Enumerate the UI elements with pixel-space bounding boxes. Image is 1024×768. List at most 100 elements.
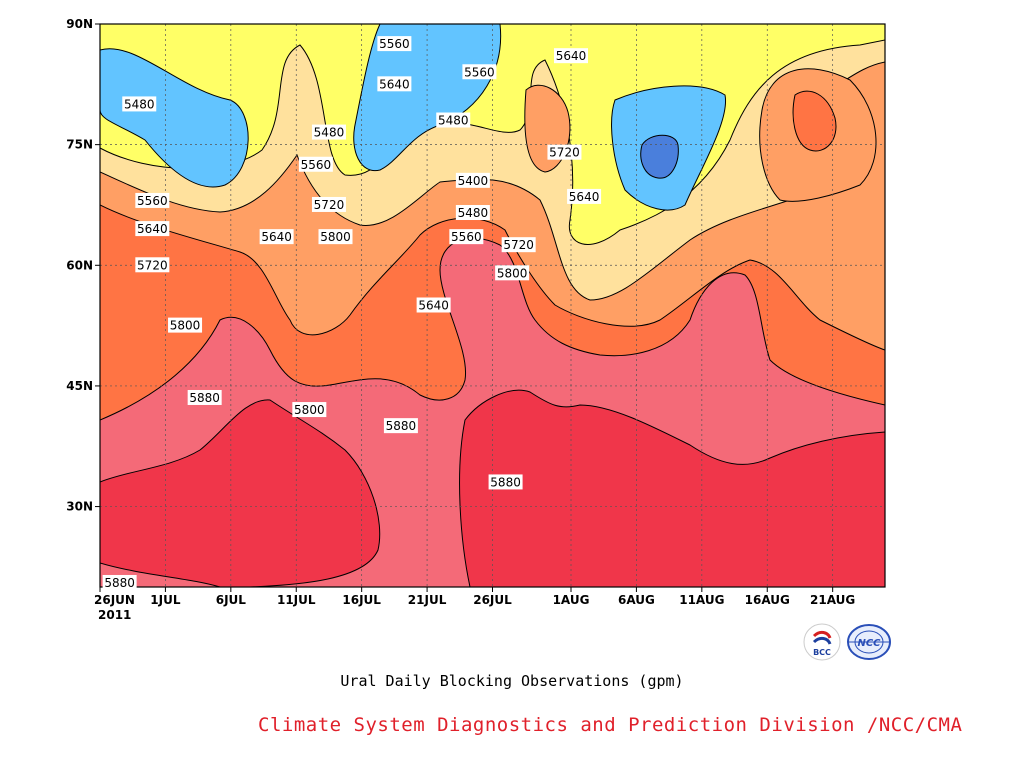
x-tick-label: 21AUG: [810, 593, 855, 607]
contour-label-text: 5480: [438, 114, 469, 128]
contour-label: 5640: [259, 229, 294, 245]
ncc-logo-text: NCC: [857, 638, 881, 649]
contour-label-text: 5400: [458, 174, 489, 188]
contour-label: 5880: [102, 574, 137, 590]
y-axis-ticks: 90N 75N 60N 45N 30N: [66, 17, 100, 514]
y-tick-label: 45N: [66, 379, 93, 393]
contour-label-text: 5560: [301, 158, 332, 172]
contour-label: 5800: [495, 265, 530, 281]
contour-label-box: [495, 265, 530, 281]
contour-label: 5560: [135, 192, 170, 208]
x-tick-label: 26JUL: [473, 593, 512, 607]
fill-5400-mid: [353, 24, 502, 172]
contour-label-text: 5640: [261, 230, 292, 244]
contour-label-box: [292, 402, 327, 418]
contour-label-box: [383, 418, 418, 434]
contour-label-text: 5640: [569, 190, 600, 204]
x-tick-label: 1AUG: [553, 593, 590, 607]
contour-label-text: 5480: [458, 206, 489, 220]
contour-label: 5640: [135, 221, 170, 237]
bcc-logo: BCC: [802, 622, 842, 662]
contour-label: 5800: [292, 402, 327, 418]
contour-label-box: [449, 229, 484, 245]
contour-label-box: [455, 205, 490, 221]
contour-fills: [100, 24, 885, 587]
contour-label: 5560: [449, 229, 484, 245]
x-axis-ticks: 26JUN 1JUL 6JUL 11JUL 16JUL 21JUL 26JUL 1AUG 6AU…: [94, 587, 855, 607]
contour-label: 5480: [311, 124, 346, 140]
contour-label: 5640: [567, 188, 602, 204]
contour-label: 5560: [377, 36, 412, 52]
contour-label-box: [259, 229, 294, 245]
contour-label-text: 5720: [503, 238, 534, 252]
credit-line: Climate System Diagnostics and Predictio…: [258, 714, 963, 736]
contour-label-text: 5720: [314, 198, 345, 212]
contour-label-text: 5800: [497, 266, 528, 280]
contour-label-box: [554, 48, 588, 64]
contour-label-text: 5720: [549, 146, 580, 160]
contour-label-box: [135, 221, 170, 237]
contour-label: 5640: [416, 297, 451, 313]
chart-title: Ural Daily Blocking Observations (gpm): [340, 672, 684, 690]
x-tick-label: 6AUG: [618, 593, 655, 607]
contour-label-box: [377, 76, 412, 92]
contour-label-box: [547, 144, 582, 160]
contour-label-box: [168, 317, 203, 333]
contour-label-box: [311, 124, 346, 140]
x-axis-year-label: 2011: [98, 608, 131, 622]
contour-label-box: [135, 257, 170, 273]
fill-5880-east: [459, 389, 885, 587]
contour-label-text: 5480: [314, 126, 345, 140]
x-tick-label: 16JUL: [342, 593, 381, 607]
contour-label: 5720: [311, 196, 346, 212]
bcc-logo-text: BCC: [813, 648, 831, 657]
contour-label-text: 5560: [451, 230, 482, 244]
contour-label-text: 5560: [379, 37, 410, 51]
y-tick-label: 30N: [66, 500, 93, 514]
contour-label-text: 5640: [379, 77, 410, 91]
contour-label: 5880: [383, 418, 418, 434]
contour-label-box: [416, 297, 451, 313]
contour-label: 5480: [122, 96, 157, 112]
contour-label-box: [102, 574, 137, 590]
contour-label: 5560: [462, 64, 497, 80]
contour-label-box: [122, 96, 157, 112]
contour-label-text: 5480: [124, 97, 155, 111]
fill-5320-core: [640, 134, 679, 179]
y-tick-label: 60N: [66, 258, 93, 272]
contour-label-box: [318, 229, 353, 245]
contour-label-box: [436, 112, 471, 128]
contour-label: 5720: [547, 144, 582, 160]
contour-label: 5800: [318, 229, 353, 245]
contour-label-text: 5560: [137, 194, 168, 208]
ncc-logo: NCC: [846, 622, 892, 662]
contour-label-text: 5800: [170, 319, 201, 333]
y-tick-label: 90N: [66, 17, 93, 31]
x-tick-label: 1JUL: [150, 593, 181, 607]
contour-label-text: 5880: [189, 391, 220, 405]
contour-label: 5640: [377, 76, 412, 92]
contour-label-text: 5560: [464, 65, 495, 79]
contour-label: 5400: [455, 172, 490, 188]
x-tick-label: 11AUG: [679, 593, 724, 607]
contour-label: 5880: [488, 474, 523, 490]
contour-label-box: [455, 172, 490, 188]
contour-label-text: 5880: [104, 576, 135, 590]
contour-label: 5640: [554, 48, 588, 64]
contour-label: 5720: [135, 257, 170, 273]
contour-label-box: [567, 188, 602, 204]
contour-label-box: [135, 192, 170, 208]
y-tick-label: 75N: [66, 138, 93, 152]
contour-label: 5880: [187, 389, 222, 405]
contour-label-text: 5640: [418, 299, 449, 313]
contour-label-text: 5640: [137, 222, 168, 236]
contour-label: 5560: [298, 156, 333, 172]
contour-label-text: 5880: [490, 475, 521, 489]
x-tick-label: 26JUN: [94, 593, 135, 607]
contour-labels: 5480 5560 5640 5720 5800 5880 5880 5640 5560 5480…: [102, 36, 602, 590]
contour-label-text: 5880: [386, 419, 417, 433]
contour-label-box: [187, 389, 222, 405]
contour-label-box: [377, 36, 412, 52]
contour-label-text: 5640: [556, 49, 587, 63]
